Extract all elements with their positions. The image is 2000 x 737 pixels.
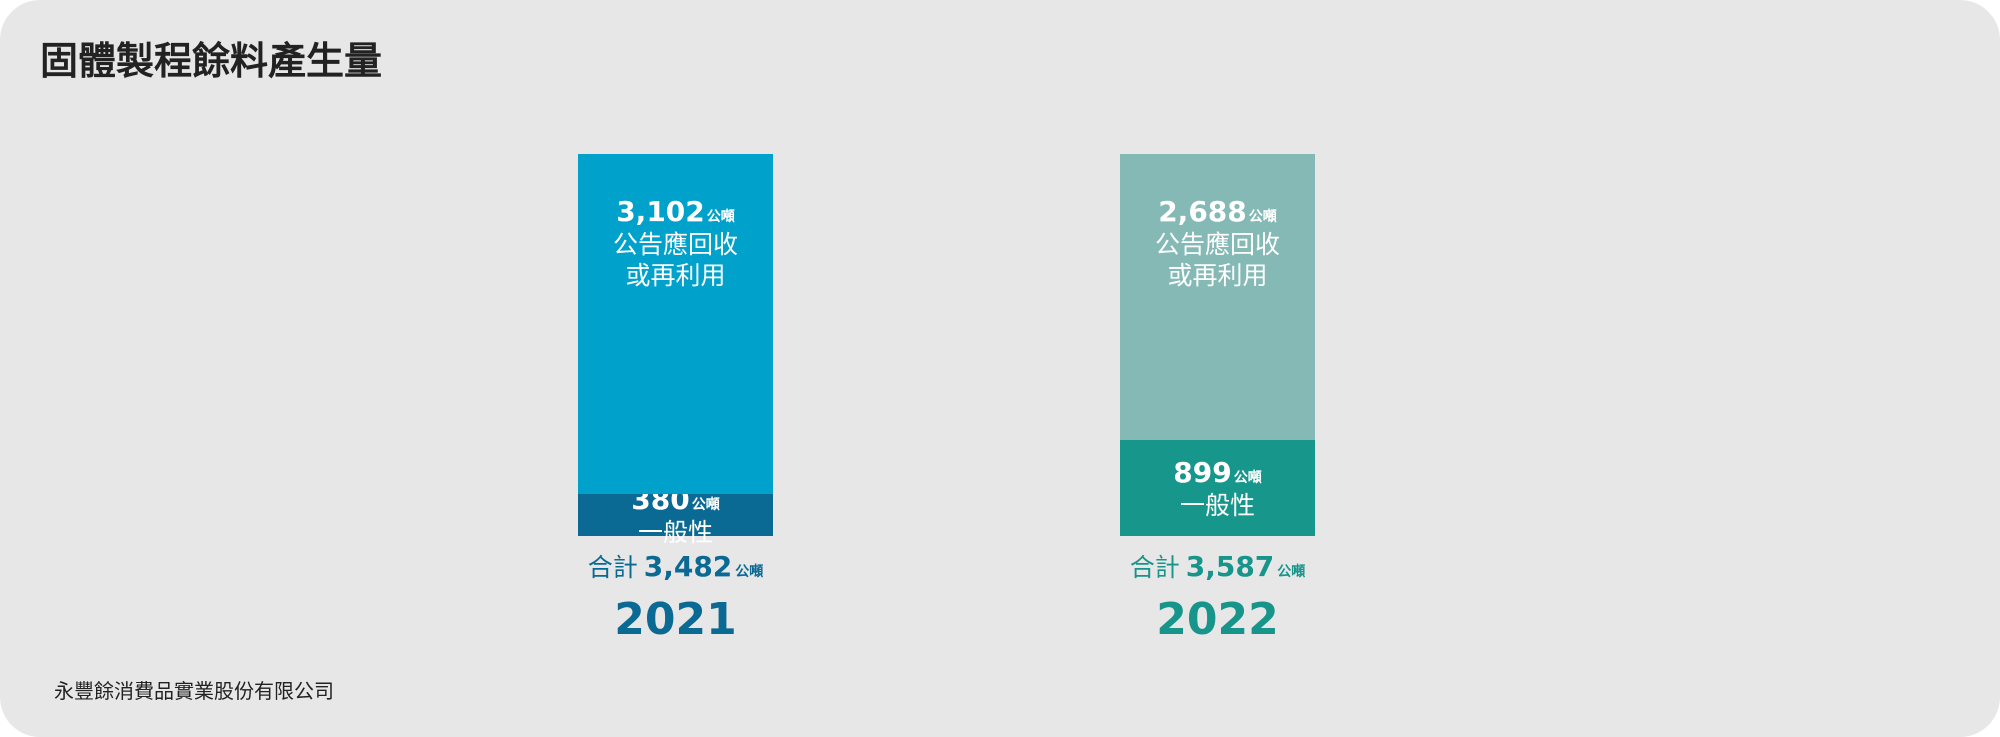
category-label: 2021 — [614, 594, 737, 645]
value-label: 3,102 — [616, 195, 705, 228]
series-label: 一般性 — [1179, 491, 1255, 520]
series-label: 公告應回收 或再利用 — [612, 230, 738, 291]
source: 永豐餘消費品實業股份有限公司 — [54, 679, 334, 703]
chart-title: 固體製程餘料產生量 — [40, 39, 383, 83]
segment-label: 2,688 公噸公告應回收 或再利用 — [1120, 194, 1315, 292]
segment-label: 3,102 公噸公告應回收 或再利用 — [578, 194, 773, 292]
unit-label: 公噸 — [1233, 470, 1262, 486]
total-value: 3,482 — [643, 550, 733, 583]
bar-segment — [578, 154, 773, 495]
category-label: 2022 — [1156, 594, 1279, 645]
value-label: 2,688 — [1158, 195, 1247, 228]
total-label: 合計 3,587 公噸 — [1060, 548, 1375, 584]
series-label: 一般性 — [637, 518, 713, 548]
unit-label: 公噸 — [1248, 209, 1277, 225]
unit-label: 公噸 — [735, 564, 764, 580]
unit-label: 公噸 — [691, 497, 720, 514]
total-value: 3,587 — [1185, 550, 1275, 583]
bar-segment — [1120, 440, 1315, 536]
segment-label: 899 公噸一般性 — [1120, 455, 1315, 521]
series-label: 公告應回收 或再利用 — [1154, 230, 1280, 291]
unit-label: 公噸 — [1277, 564, 1306, 580]
bar-segment — [578, 494, 773, 536]
unit-label: 公噸 — [706, 209, 735, 225]
total-key: 合計 — [1129, 553, 1180, 582]
total-key: 合計 — [587, 553, 638, 582]
total-label: 合計 3,482 公噸 — [518, 548, 833, 584]
value-label: 899 — [1173, 456, 1232, 489]
bar-segment — [1120, 154, 1315, 441]
